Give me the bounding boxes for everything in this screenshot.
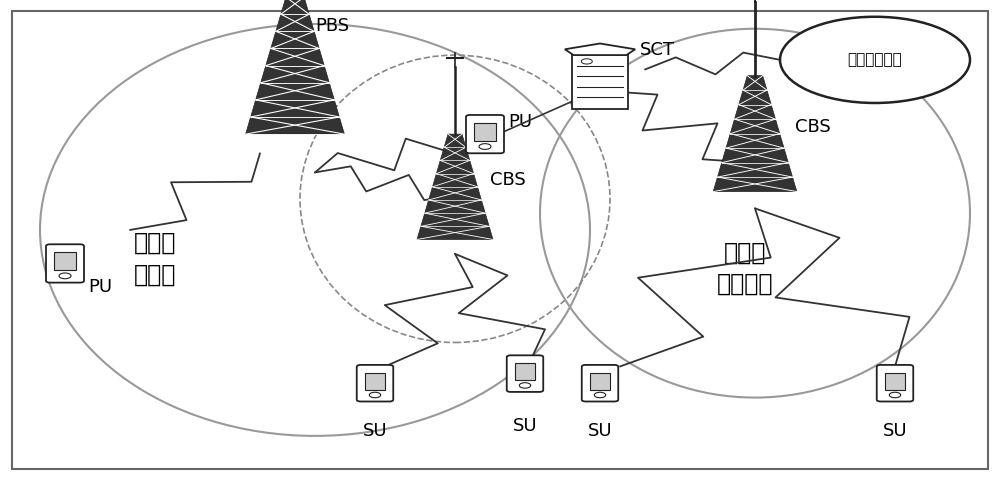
Text: SU: SU (363, 422, 387, 440)
FancyBboxPatch shape (582, 365, 618, 401)
Text: SU: SU (883, 422, 907, 440)
Text: CBS: CBS (490, 171, 526, 189)
FancyBboxPatch shape (515, 363, 535, 380)
Text: PU: PU (88, 278, 112, 297)
Text: SCT: SCT (640, 41, 675, 59)
Ellipse shape (780, 17, 970, 103)
Polygon shape (713, 76, 797, 192)
FancyBboxPatch shape (572, 54, 628, 109)
Text: 授权频
段区域: 授权频 段区域 (134, 231, 176, 286)
Polygon shape (246, 0, 344, 134)
FancyBboxPatch shape (885, 373, 905, 390)
FancyBboxPatch shape (466, 115, 504, 153)
Text: 非授权
频段区域: 非授权 频段区域 (717, 240, 773, 296)
Text: PU: PU (508, 113, 532, 131)
Text: SU: SU (513, 417, 537, 435)
Text: SU: SU (588, 422, 612, 440)
FancyBboxPatch shape (365, 373, 385, 390)
FancyBboxPatch shape (590, 373, 610, 390)
FancyBboxPatch shape (54, 252, 76, 270)
Text: PBS: PBS (315, 17, 349, 35)
FancyBboxPatch shape (507, 355, 543, 392)
FancyBboxPatch shape (357, 365, 393, 401)
FancyBboxPatch shape (474, 123, 496, 141)
FancyBboxPatch shape (12, 11, 988, 469)
Text: 其他认知网络: 其他认知网络 (848, 52, 902, 68)
Polygon shape (565, 44, 635, 55)
FancyBboxPatch shape (46, 244, 84, 283)
FancyBboxPatch shape (877, 365, 913, 401)
Polygon shape (417, 134, 493, 240)
Text: CBS: CBS (795, 118, 831, 136)
